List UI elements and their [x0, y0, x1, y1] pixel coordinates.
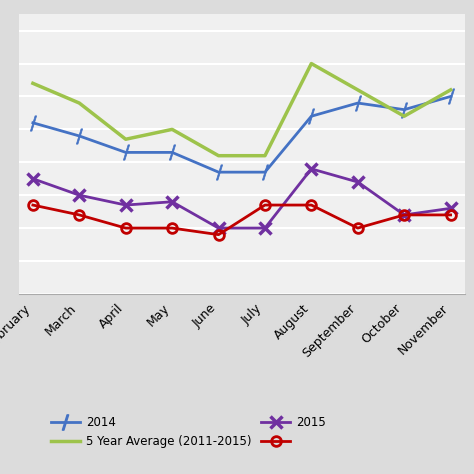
2015: [123, 202, 128, 208]
2014: [169, 150, 175, 155]
Line: 2014: 2014: [25, 89, 458, 180]
5 Year Average (2011-2015): [216, 153, 221, 158]
5 Year Average (2011-2015): [169, 127, 175, 132]
2015: [262, 225, 268, 231]
2015: [76, 192, 82, 198]
2015: [401, 212, 407, 218]
2015: [30, 176, 36, 182]
5 Year Average (2011-2015): [309, 61, 314, 66]
5 Year Average (2011-2015): [76, 100, 82, 106]
5 Year Average (2011-2015): [262, 153, 268, 158]
2014: [262, 169, 268, 175]
5 Year Average (2011-2015): [355, 87, 361, 93]
2014: [309, 113, 314, 119]
5 Year Average (2011-2015): [448, 87, 454, 93]
5 Year Average (2011-2015): [123, 137, 128, 142]
2015: [355, 179, 361, 185]
2014: [30, 120, 36, 126]
5 Year Average (2011-2015): [30, 81, 36, 86]
2014: [448, 94, 454, 100]
2014: [76, 133, 82, 139]
Legend: 2014, 5 Year Average (2011-2015), 2015, : 2014, 5 Year Average (2011-2015), 2015,: [46, 411, 331, 453]
2015: [169, 199, 175, 205]
2014: [216, 169, 221, 175]
Line: 5 Year Average (2011-2015): 5 Year Average (2011-2015): [33, 64, 451, 155]
2014: [401, 107, 407, 112]
2015: [216, 225, 221, 231]
2014: [355, 100, 361, 106]
2015: [448, 206, 454, 211]
2014: [123, 150, 128, 155]
Line: 2015: 2015: [27, 163, 457, 234]
2015: [309, 166, 314, 172]
5 Year Average (2011-2015): [401, 113, 407, 119]
